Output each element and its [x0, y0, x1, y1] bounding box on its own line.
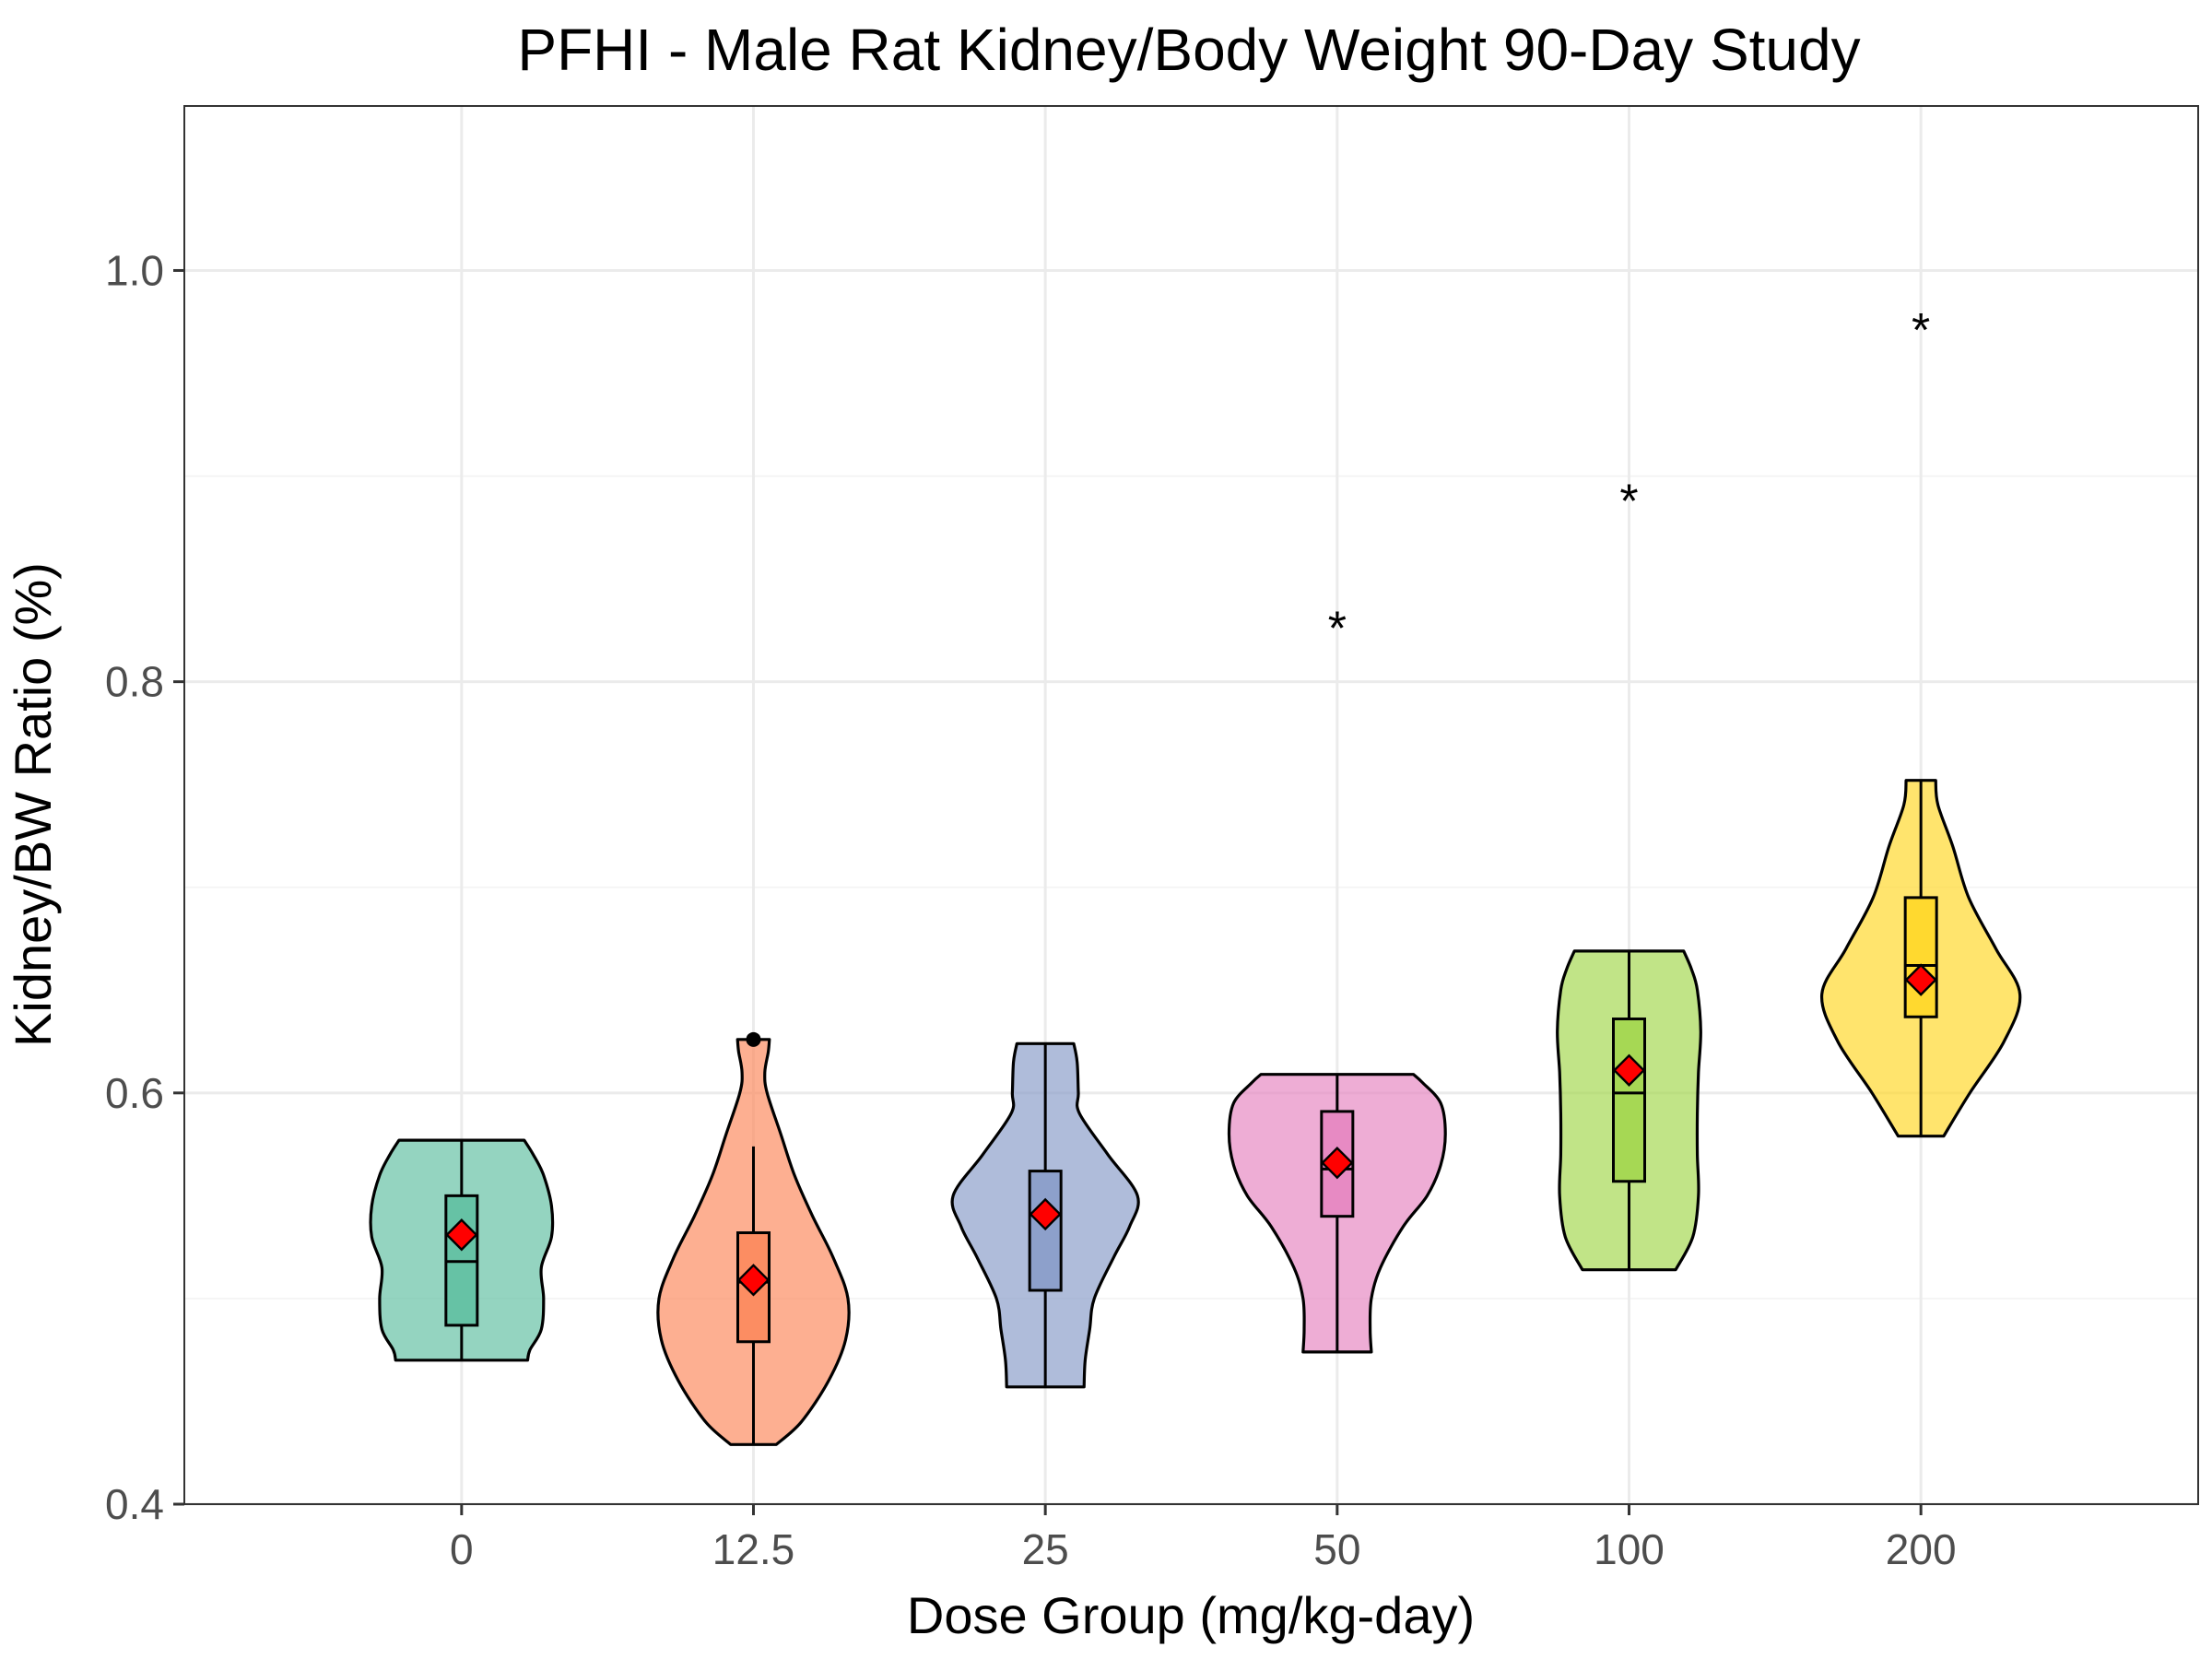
- y-axis-title: Kidney/BW Ratio (%): [4, 562, 62, 1047]
- x-tick-label-50: 50: [1313, 1525, 1360, 1573]
- outlier-12.5: [746, 1031, 761, 1047]
- y-tick-label: 0.6: [105, 1069, 164, 1117]
- mean-marker-12.5: [736, 1264, 771, 1297]
- x-tick-label-25: 25: [1022, 1525, 1069, 1573]
- x-tick-label-200: 200: [1886, 1525, 1957, 1573]
- x-tick-label-100: 100: [1594, 1525, 1665, 1573]
- mean-marker-100: [1612, 1053, 1646, 1087]
- box-200: [1903, 896, 1938, 1018]
- significance-label-100: *: [1619, 475, 1638, 528]
- x-tick-label-12.5: 12.5: [712, 1525, 795, 1573]
- y-tick-label: 1.0: [105, 246, 164, 294]
- box-12.5: [736, 1231, 771, 1344]
- mean-marker-50: [1321, 1146, 1354, 1180]
- y-tick-label: 0.8: [105, 658, 164, 706]
- axes: 0 12.5 25 50 100 200 0.4 0.6 0.8 1.0: [105, 246, 1956, 1573]
- violins: [369, 779, 2022, 1446]
- mean-marker-200: [1904, 963, 1937, 996]
- y-tick-label: 0.4: [105, 1480, 164, 1528]
- plot-panel-border: [183, 105, 2199, 1505]
- x-axis-title: Dose Group (mg/kg-day): [907, 1586, 1475, 1644]
- significance-label-200: *: [1912, 304, 1930, 358]
- markers: * * *: [445, 304, 1937, 1297]
- x-tick-label-0: 0: [450, 1525, 474, 1573]
- mean-marker-0: [445, 1218, 478, 1252]
- significance-label-50: *: [1328, 603, 1347, 656]
- box-100: [1612, 1018, 1646, 1183]
- mean-marker-25: [1029, 1197, 1062, 1231]
- box-25: [1028, 1170, 1063, 1292]
- chart-title: PFHI - Male Rat Kidney/Body Weight 90-Da…: [517, 17, 1860, 83]
